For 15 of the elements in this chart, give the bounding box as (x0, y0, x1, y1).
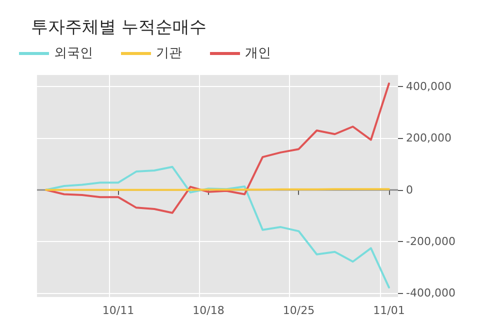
y-tick-label: 400,000 (406, 80, 452, 94)
y-tick-label: 0 (406, 183, 413, 196)
x-tick-label: 10/11 (102, 304, 134, 317)
legend-label: 기관 (156, 46, 182, 61)
y-tick-label: -400,000 (406, 286, 456, 300)
line-series (45, 166, 390, 288)
x-tick-label: 10/25 (282, 304, 315, 317)
legend-label: 외국인 (54, 46, 93, 61)
y-tick-label: -200,000 (406, 235, 456, 248)
x-tick-label: 10/18 (192, 304, 224, 317)
x-tick-label: 11/01 (373, 304, 405, 317)
line-series (45, 82, 390, 214)
legend-label: 개인 (245, 46, 271, 61)
y-tick-label: 200,000 (406, 132, 452, 145)
chart-title: 투자주체별 누적순매수 (31, 18, 206, 38)
